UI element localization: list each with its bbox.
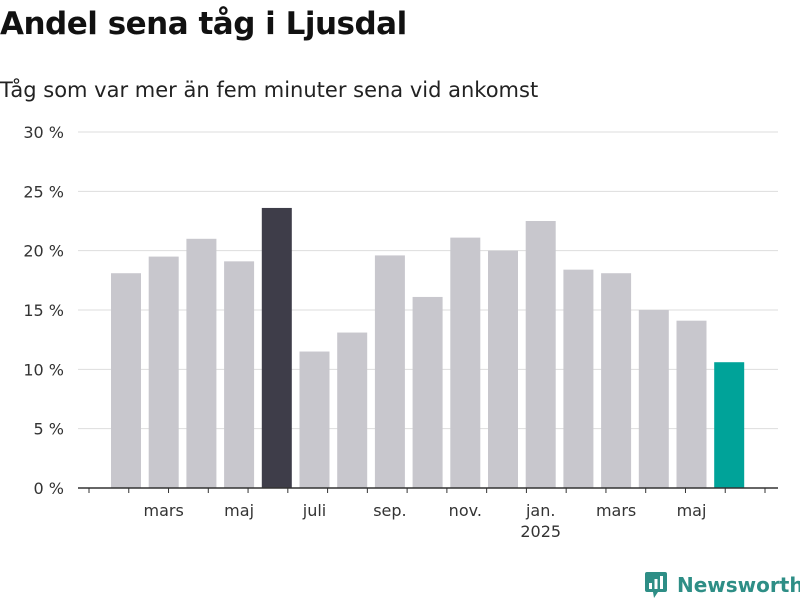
bar	[638, 310, 669, 488]
bar	[714, 362, 745, 488]
bar	[525, 221, 556, 488]
chart-title: Andel sena tåg i Ljusdal	[0, 6, 407, 42]
x-tick-label: juli	[302, 501, 326, 520]
bar	[450, 237, 481, 488]
bar	[374, 255, 405, 488]
y-tick-label: 25 %	[23, 182, 64, 201]
x-tick-label: mars	[596, 501, 636, 520]
bar	[111, 273, 141, 488]
y-tick-label: 0 %	[34, 479, 64, 498]
y-tick-label: 15 %	[23, 301, 64, 320]
bar	[676, 320, 707, 488]
bar	[148, 256, 179, 488]
bar	[299, 351, 330, 488]
newsworthy-logo-icon	[645, 572, 667, 598]
bar	[186, 238, 217, 488]
chart-subtitle: Tåg som var mer än fem minuter sena vid …	[0, 78, 539, 102]
y-tick-label: 10 %	[23, 360, 64, 379]
bar	[261, 207, 292, 489]
bar	[224, 261, 255, 488]
x-tick-label: sep.	[373, 501, 406, 520]
newsworthy-logo-text: Newsworthy	[677, 573, 800, 597]
x-tick-label: jan.	[525, 501, 555, 520]
y-tick-label: 30 %	[23, 123, 64, 142]
y-tick-label: 20 %	[23, 242, 64, 261]
x-tick-label: maj	[224, 501, 254, 520]
bar	[601, 273, 632, 488]
bar	[488, 250, 518, 488]
x-tick-label: maj	[677, 501, 707, 520]
newsworthy-logo: Newsworthy	[644, 570, 800, 600]
x-tick-label: nov.	[449, 501, 482, 520]
bar	[563, 269, 594, 488]
bar	[337, 332, 368, 488]
y-tick-label: 5 %	[34, 420, 64, 439]
x-tick-year-label: 2025	[520, 522, 561, 541]
x-tick-label: mars	[144, 501, 184, 520]
bar	[412, 296, 443, 488]
